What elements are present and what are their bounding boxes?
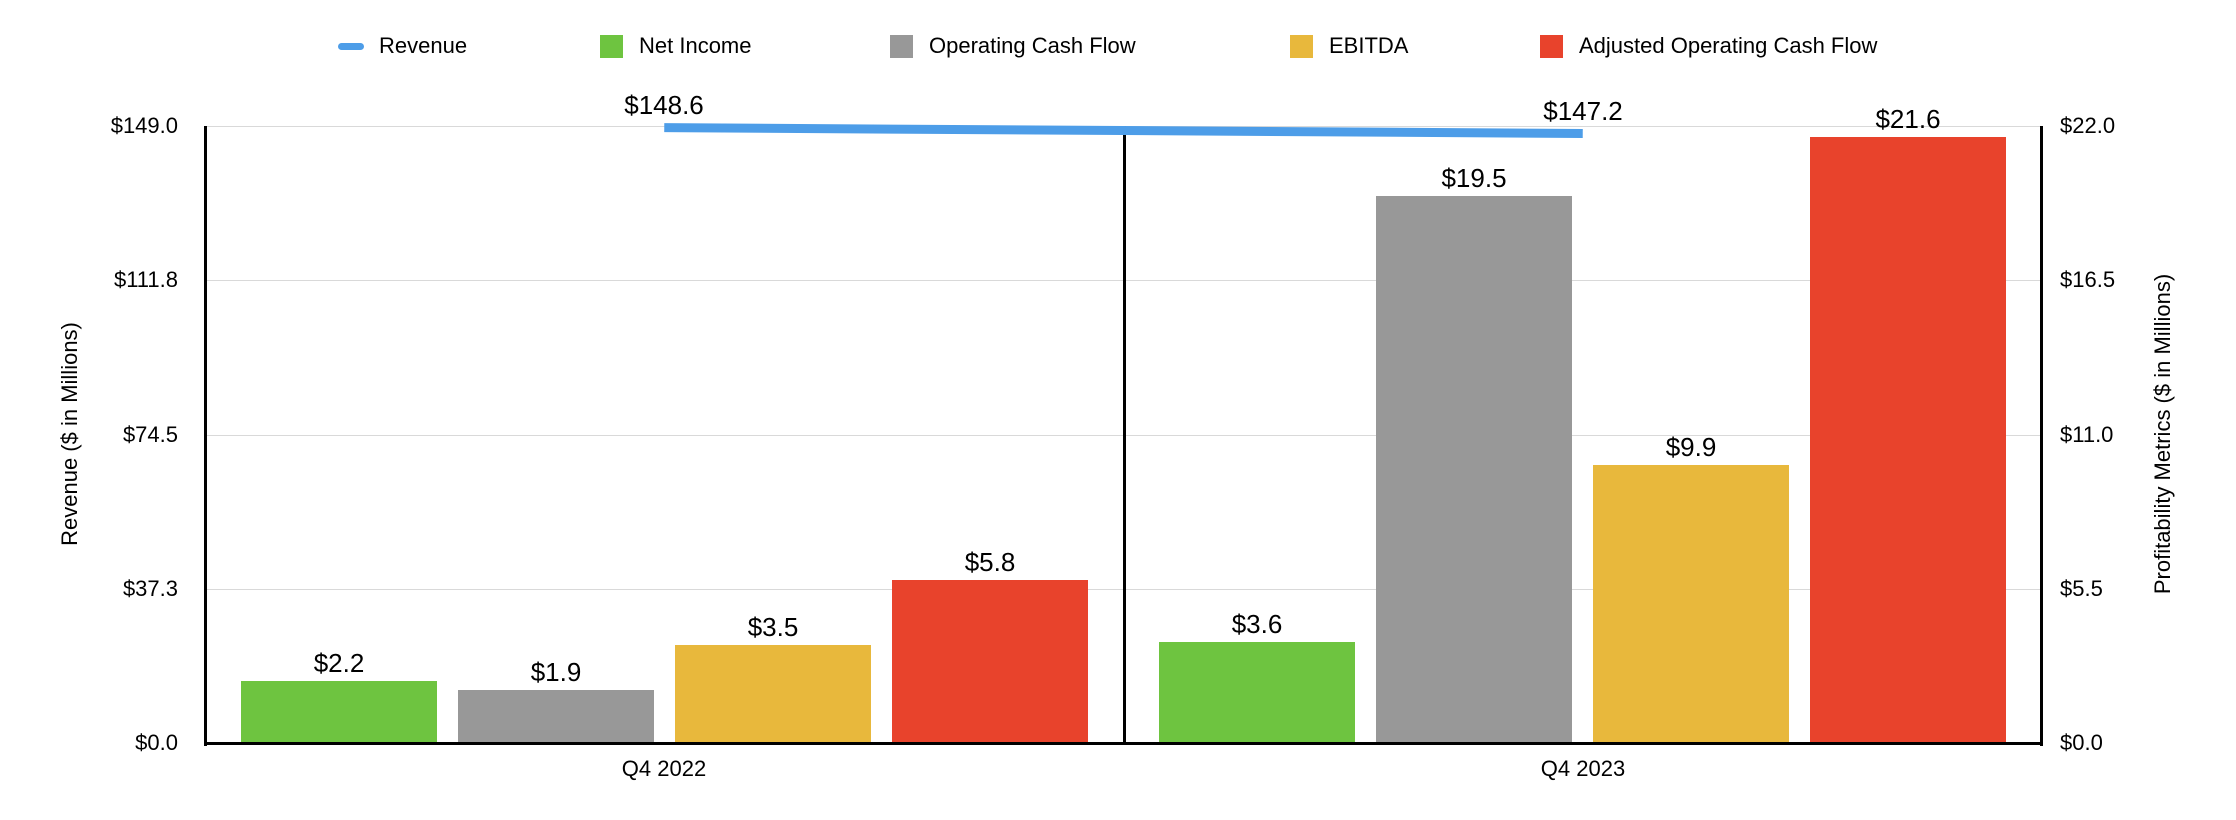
bar-data-label: $19.5 [1441, 163, 1507, 193]
left-axis-line [204, 126, 207, 746]
left-axis-tick-label: $37.3 [122, 576, 178, 601]
legend-label: Operating Cash Flow [929, 33, 1136, 58]
bar-ebitda[interactable] [1593, 465, 1789, 742]
bar-operating-cash-flow[interactable] [458, 690, 654, 742]
left-axis-tick-label: $111.8 [113, 267, 178, 292]
bar-data-label: $3.5 [747, 612, 799, 642]
bar-net-income[interactable] [241, 681, 437, 742]
category-label-q4-2022: Q4 2022 [621, 756, 707, 781]
legend-label: Net Income [639, 33, 752, 58]
legend-item-adjusted-operating-cash-flow[interactable]: Adjusted Operating Cash Flow [1540, 33, 1877, 59]
right-axis-tick-label: $0.0 [2060, 730, 2103, 755]
bar-data-label: $9.9 [1665, 432, 1717, 462]
bar-adjusted-operating-cash-flow[interactable] [892, 580, 1088, 742]
right-axis-line [2040, 126, 2043, 746]
bar-data-label: $2.2 [313, 648, 365, 678]
bar-data-label: $3.6 [1231, 609, 1283, 639]
square-swatch-icon [890, 34, 913, 58]
bar-data-label: $1.9 [530, 657, 582, 687]
right-axis-tick-label: $16.5 [2060, 267, 2116, 292]
bar-data-label: $5.8 [964, 547, 1016, 577]
legend-label: Adjusted Operating Cash Flow [1579, 33, 1878, 58]
legend-item-net-income[interactable]: Net Income [600, 33, 752, 59]
bar-adjusted-operating-cash-flow[interactable] [1810, 137, 2006, 742]
line-swatch-icon [338, 42, 364, 50]
legend-label: EBITDA [1329, 33, 1409, 58]
revenue-line[interactable] [664, 123, 1583, 138]
bar-net-income[interactable] [1159, 642, 1355, 742]
category-divider-line [1122, 126, 1126, 743]
right-axis-title: Profitability Metrics ($ in Millions) [2150, 273, 2175, 595]
bar-data-label: $21.6 [1875, 104, 1941, 134]
legend-item-ebitda[interactable]: EBITDA [1290, 33, 1408, 59]
revenue-data-label: $148.6 [624, 90, 704, 120]
left-axis-tick-label: $0.0 [135, 730, 178, 755]
revenue-data-label: $147.2 [1543, 96, 1623, 126]
square-swatch-icon [1540, 34, 1563, 58]
left-axis-tick-label: $149.0 [110, 113, 178, 138]
right-axis-tick-label: $11.0 [2060, 422, 2114, 447]
right-axis-tick-label: $5.5 [2060, 576, 2103, 601]
bar-ebitda[interactable] [675, 645, 871, 742]
category-label-q4-2023: Q4 2023 [1540, 756, 1626, 781]
left-axis-tick-label: $74.5 [122, 422, 178, 447]
legend-item-revenue[interactable]: Revenue [338, 33, 467, 59]
right-axis-tick-label: $22.0 [2060, 113, 2116, 138]
square-swatch-icon [600, 34, 623, 58]
bar-operating-cash-flow[interactable] [1376, 196, 1572, 742]
legend-label: Revenue [379, 33, 468, 58]
square-swatch-icon [1290, 34, 1313, 58]
legend-item-operating-cash-flow[interactable]: Operating Cash Flow [890, 33, 1136, 59]
bottom-axis-line [204, 742, 2043, 745]
